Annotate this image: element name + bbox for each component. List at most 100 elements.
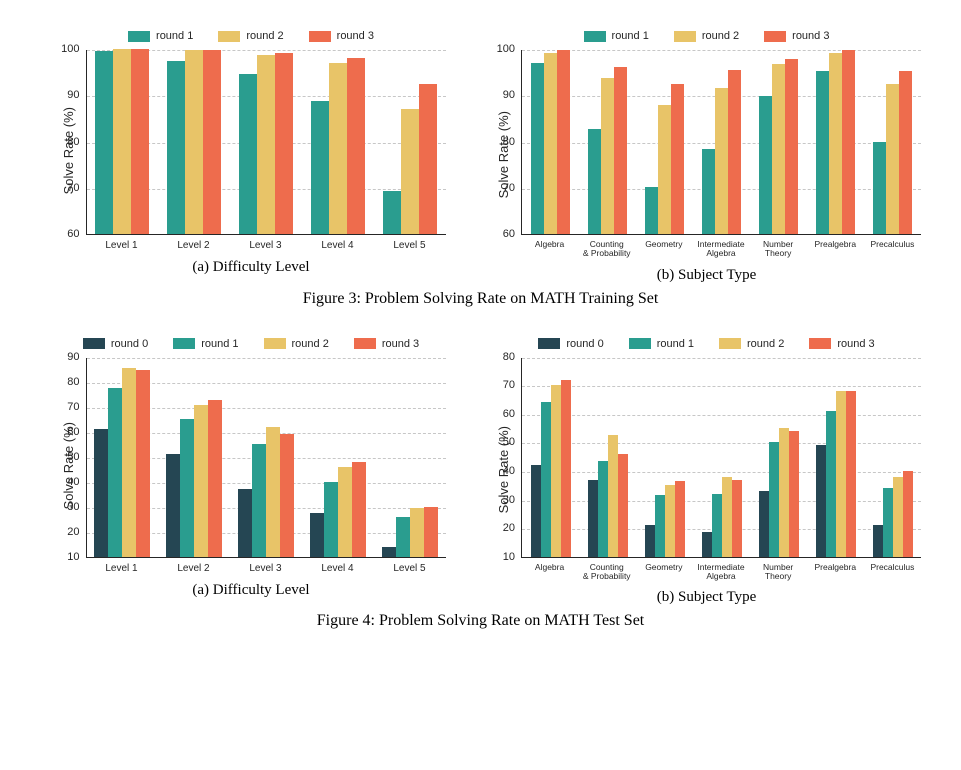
legend-label: round 2 [246,30,283,42]
legend-label: round 2 [747,338,784,350]
bar-group [579,358,636,557]
y-tick-label: 30 [67,502,79,513]
y-tick-label: 70 [503,380,515,391]
y-tick-label: 10 [503,552,515,563]
x-tick-label: Counting& Probability [578,558,635,582]
bar [836,391,846,557]
bar-group [693,50,750,234]
x-tick-label: IntermediateAlgebra [692,558,749,582]
bar [94,429,108,557]
bar-group [693,358,750,557]
fig3-panel-b: round 1round 2round 3Solve Rate (%)10090… [492,30,921,284]
y-tick-label: 40 [503,466,515,477]
y-tick-label: 100 [497,44,515,55]
bar [665,485,675,556]
bar [732,480,742,557]
figure-4: round 0round 1round 2round 3Solve Rate (… [40,338,921,631]
bar [759,491,769,557]
bar [883,488,893,557]
bar [95,51,113,234]
x-tick-label: Prealgebra [807,558,864,582]
bar [194,405,208,556]
x-tick-label: NumberTheory [750,558,807,582]
x-tick-label: Geometry [635,558,692,582]
bar [239,74,257,234]
bar-group [302,50,374,234]
bar [113,49,131,234]
bar [238,489,252,557]
bar [329,63,347,234]
x-tick-label: Level 1 [86,558,158,574]
bar [826,411,836,557]
bar-group [750,50,807,234]
legend-label: round 0 [566,338,603,350]
bar-group [374,358,446,557]
bar [601,78,614,234]
bar [311,101,329,234]
sub-caption: (b) Subject Type [657,267,757,284]
bar [338,467,352,557]
legend-item: round 0 [83,338,148,350]
bar [645,187,658,234]
legend-item: round 2 [218,30,283,42]
legend-label: round 3 [337,30,374,42]
bar [715,88,728,234]
bar [131,49,149,234]
sub-caption: (b) Subject Type [657,589,757,606]
x-tick-label: Level 5 [374,235,446,251]
fig4-panel-a: round 0round 1round 2round 3Solve Rate (… [40,338,462,607]
bar [614,67,627,234]
figure-3: round 1round 2round 3Solve Rate (%)10090… [40,30,921,308]
legend-item: round 1 [629,338,694,350]
bar [185,50,203,234]
y-tick-label: 10 [67,552,79,563]
sub-caption: (a) Difficulty Level [192,582,309,599]
y-tick-label: 20 [67,527,79,538]
bar [122,368,136,557]
legend-swatch [719,338,741,349]
bar [266,427,280,557]
y-tick-label: 80 [503,137,515,148]
bar [702,149,715,234]
x-tick-label: Level 1 [86,235,158,251]
chart-legend: round 0round 1round 2round 3 [538,338,874,350]
bar [167,61,185,234]
bar [816,71,829,234]
y-tick-label: 80 [503,352,515,363]
legend-swatch [584,31,606,42]
bar [551,385,561,556]
fig3-panel-a: round 1round 2round 3Solve Rate (%)10090… [40,30,462,284]
bar [136,370,150,556]
x-tick-label: Level 4 [302,558,374,574]
bar-group [158,358,230,557]
y-tick-label: 20 [503,523,515,534]
bar [252,444,266,557]
bar [557,50,570,234]
bar [598,461,608,557]
y-tick-label: 80 [67,137,79,148]
sub-caption: (a) Difficulty Level [192,259,309,276]
bar-group [750,358,807,557]
legend-label: round 2 [292,338,329,350]
chart-legend: round 0round 1round 2round 3 [83,338,419,350]
bar [829,53,842,234]
bar-group [864,358,921,557]
x-tick-label: Prealgebra [807,235,864,259]
bar [772,64,785,234]
bar [310,513,324,557]
bar [352,462,366,557]
y-tick-label: 60 [67,427,79,438]
bar [645,525,655,556]
legend-item: round 3 [764,30,829,42]
legend-swatch [309,31,331,42]
legend-item: round 2 [674,30,739,42]
y-tick-label: 60 [503,229,515,240]
chart-legend: round 1round 2round 3 [128,30,374,42]
bar [383,191,401,234]
y-tick-label: 50 [67,452,79,463]
bar [779,428,789,557]
legend-swatch [264,338,286,349]
bar [541,402,551,556]
figure-3-caption: Figure 3: Problem Solving Rate on MATH T… [40,290,921,308]
legend-item: round 1 [584,30,649,42]
